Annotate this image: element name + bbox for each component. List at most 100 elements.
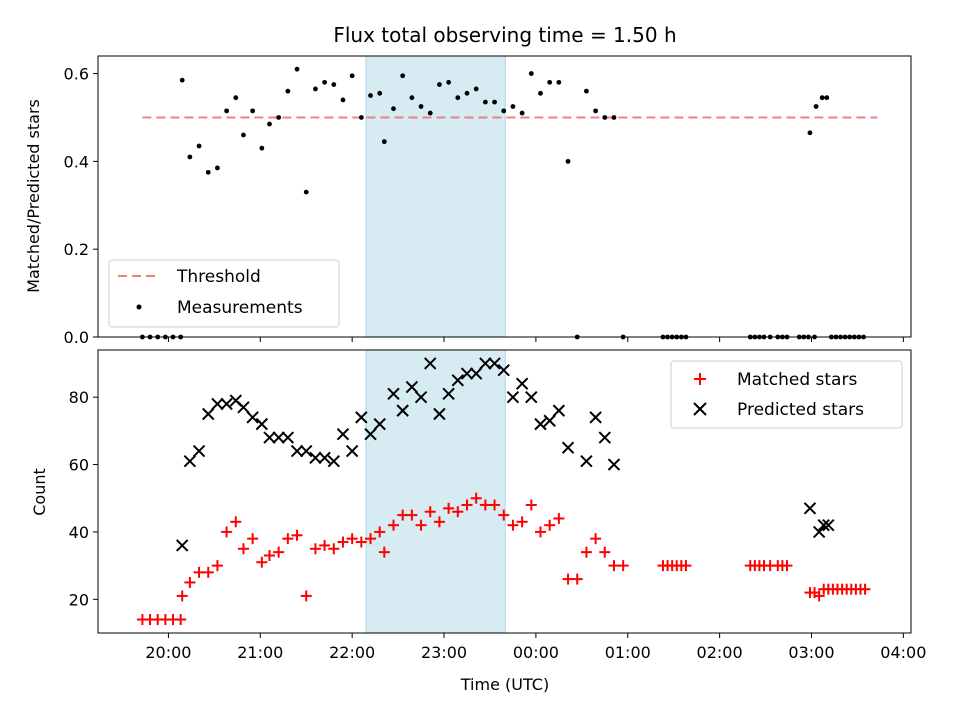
predicted-star-point xyxy=(817,518,830,532)
predicted-star-point xyxy=(488,357,501,370)
measurement-point xyxy=(565,158,571,164)
predicted-star-point xyxy=(460,367,474,380)
predicted-star-point xyxy=(451,374,465,387)
matched-star-point xyxy=(202,566,214,578)
predicted-star-point xyxy=(822,518,835,532)
matched-star-point xyxy=(374,526,386,538)
bottom-legend-box xyxy=(670,360,903,429)
measurement-point xyxy=(482,99,488,105)
matched-star-point xyxy=(184,576,196,588)
x-tick-label: 02:00 xyxy=(697,643,743,662)
y-tick-label: 40 xyxy=(69,523,89,542)
predicted-star-point xyxy=(589,411,602,424)
y-tick-label: 0.6 xyxy=(64,65,89,84)
measurement-point xyxy=(464,90,470,96)
measurement-point xyxy=(224,108,230,114)
predicted-star-point xyxy=(433,407,446,421)
predicted-star-point xyxy=(272,431,285,444)
predicted-star-point xyxy=(424,357,437,370)
predicted-star-point xyxy=(506,390,520,404)
bottom-y-axis-label: Count xyxy=(30,468,49,516)
legend-predicted-label: Predicted stars xyxy=(737,400,864,420)
matched-star-point xyxy=(599,546,611,558)
y-tick-label: 20 xyxy=(69,590,89,609)
measurement-point xyxy=(824,95,830,101)
legend-matched-label: Matched stars xyxy=(737,370,857,390)
measurement-point xyxy=(205,169,211,175)
predicted-star-point xyxy=(220,397,233,411)
predicted-star-point xyxy=(211,397,224,411)
matched-star-point xyxy=(433,516,445,528)
measurement-point xyxy=(611,115,617,120)
measurement-point xyxy=(538,90,543,96)
matched-star-point xyxy=(282,533,294,545)
predicted-star-point xyxy=(497,364,510,377)
measurement-point xyxy=(250,108,256,114)
matched-star-point xyxy=(273,546,285,558)
matched-star-point xyxy=(237,543,249,555)
measurement-point xyxy=(267,121,272,127)
predicted-star-point xyxy=(263,431,276,444)
matched-star-point xyxy=(263,550,275,562)
matched-star-point xyxy=(300,590,312,602)
matched-star-point xyxy=(608,560,620,572)
matched-star-point xyxy=(193,566,205,578)
predicted-star-point xyxy=(176,539,189,552)
matched-star-point xyxy=(415,519,427,531)
matched-star-point xyxy=(461,499,473,511)
matched-star-point xyxy=(387,519,399,531)
predicted-star-point xyxy=(246,411,259,424)
predicted-star-point xyxy=(534,417,547,431)
predicted-star-point xyxy=(355,411,368,424)
measurement-point xyxy=(187,154,193,160)
predicted-star-point xyxy=(387,387,400,401)
legend-threshold-label: Threshold xyxy=(176,267,261,287)
measurement-point xyxy=(528,71,534,76)
matched-star-point xyxy=(247,533,259,545)
measurement-point xyxy=(358,115,364,120)
y-tick-label: 60 xyxy=(69,456,89,475)
predicted-star-point xyxy=(479,357,492,370)
bottom-axes-frame xyxy=(97,349,912,634)
predicted-star-point xyxy=(561,441,575,454)
predicted-star-point xyxy=(183,454,197,468)
x-tick-label: 04:00 xyxy=(880,643,926,662)
matched-star-point xyxy=(781,560,793,572)
measurement-point xyxy=(813,104,819,109)
predicted-star-point xyxy=(281,431,295,444)
measurement-point xyxy=(427,110,433,116)
measurement-point xyxy=(322,79,327,85)
y-tick-label: 0.0 xyxy=(64,328,89,347)
matched-star-point xyxy=(534,526,546,538)
matched-star-point xyxy=(309,543,321,555)
measurement-point xyxy=(409,95,415,101)
measurement-point xyxy=(196,143,202,149)
predicted-star-point xyxy=(580,454,593,468)
measurement-point xyxy=(349,73,355,79)
y-tick-label: 0.2 xyxy=(64,240,89,259)
predicted-star-point xyxy=(364,428,377,441)
top-y-ticks: 0.0 0.2 0.4 0.6 xyxy=(64,65,98,347)
matched-star-point xyxy=(680,560,692,572)
x-axis-label: Time (UTC) xyxy=(460,675,549,694)
matched-star-point xyxy=(346,533,358,545)
matched-star-point xyxy=(175,614,187,626)
measurement-point xyxy=(584,88,589,94)
predicted-star-point xyxy=(327,454,340,468)
predicted-star-point xyxy=(607,458,621,471)
bottom-highlight-band xyxy=(365,349,506,634)
x-tick-label: 00:00 xyxy=(513,643,559,662)
measurement-point xyxy=(547,79,553,85)
matched-star-point xyxy=(525,499,537,511)
measurement-point xyxy=(241,132,246,138)
predicted-star-point xyxy=(543,414,556,427)
matched-star-point xyxy=(507,519,519,531)
measurement-point xyxy=(259,145,265,151)
predicted-star-point xyxy=(405,380,419,394)
matched-star-point xyxy=(176,590,188,602)
measurement-point xyxy=(437,82,442,87)
predicted-star-point xyxy=(300,444,313,458)
measurement-point xyxy=(233,95,239,101)
bottom-y-ticks: 20 40 60 80 xyxy=(69,388,98,609)
x-tick-label: 20:00 xyxy=(145,643,191,662)
